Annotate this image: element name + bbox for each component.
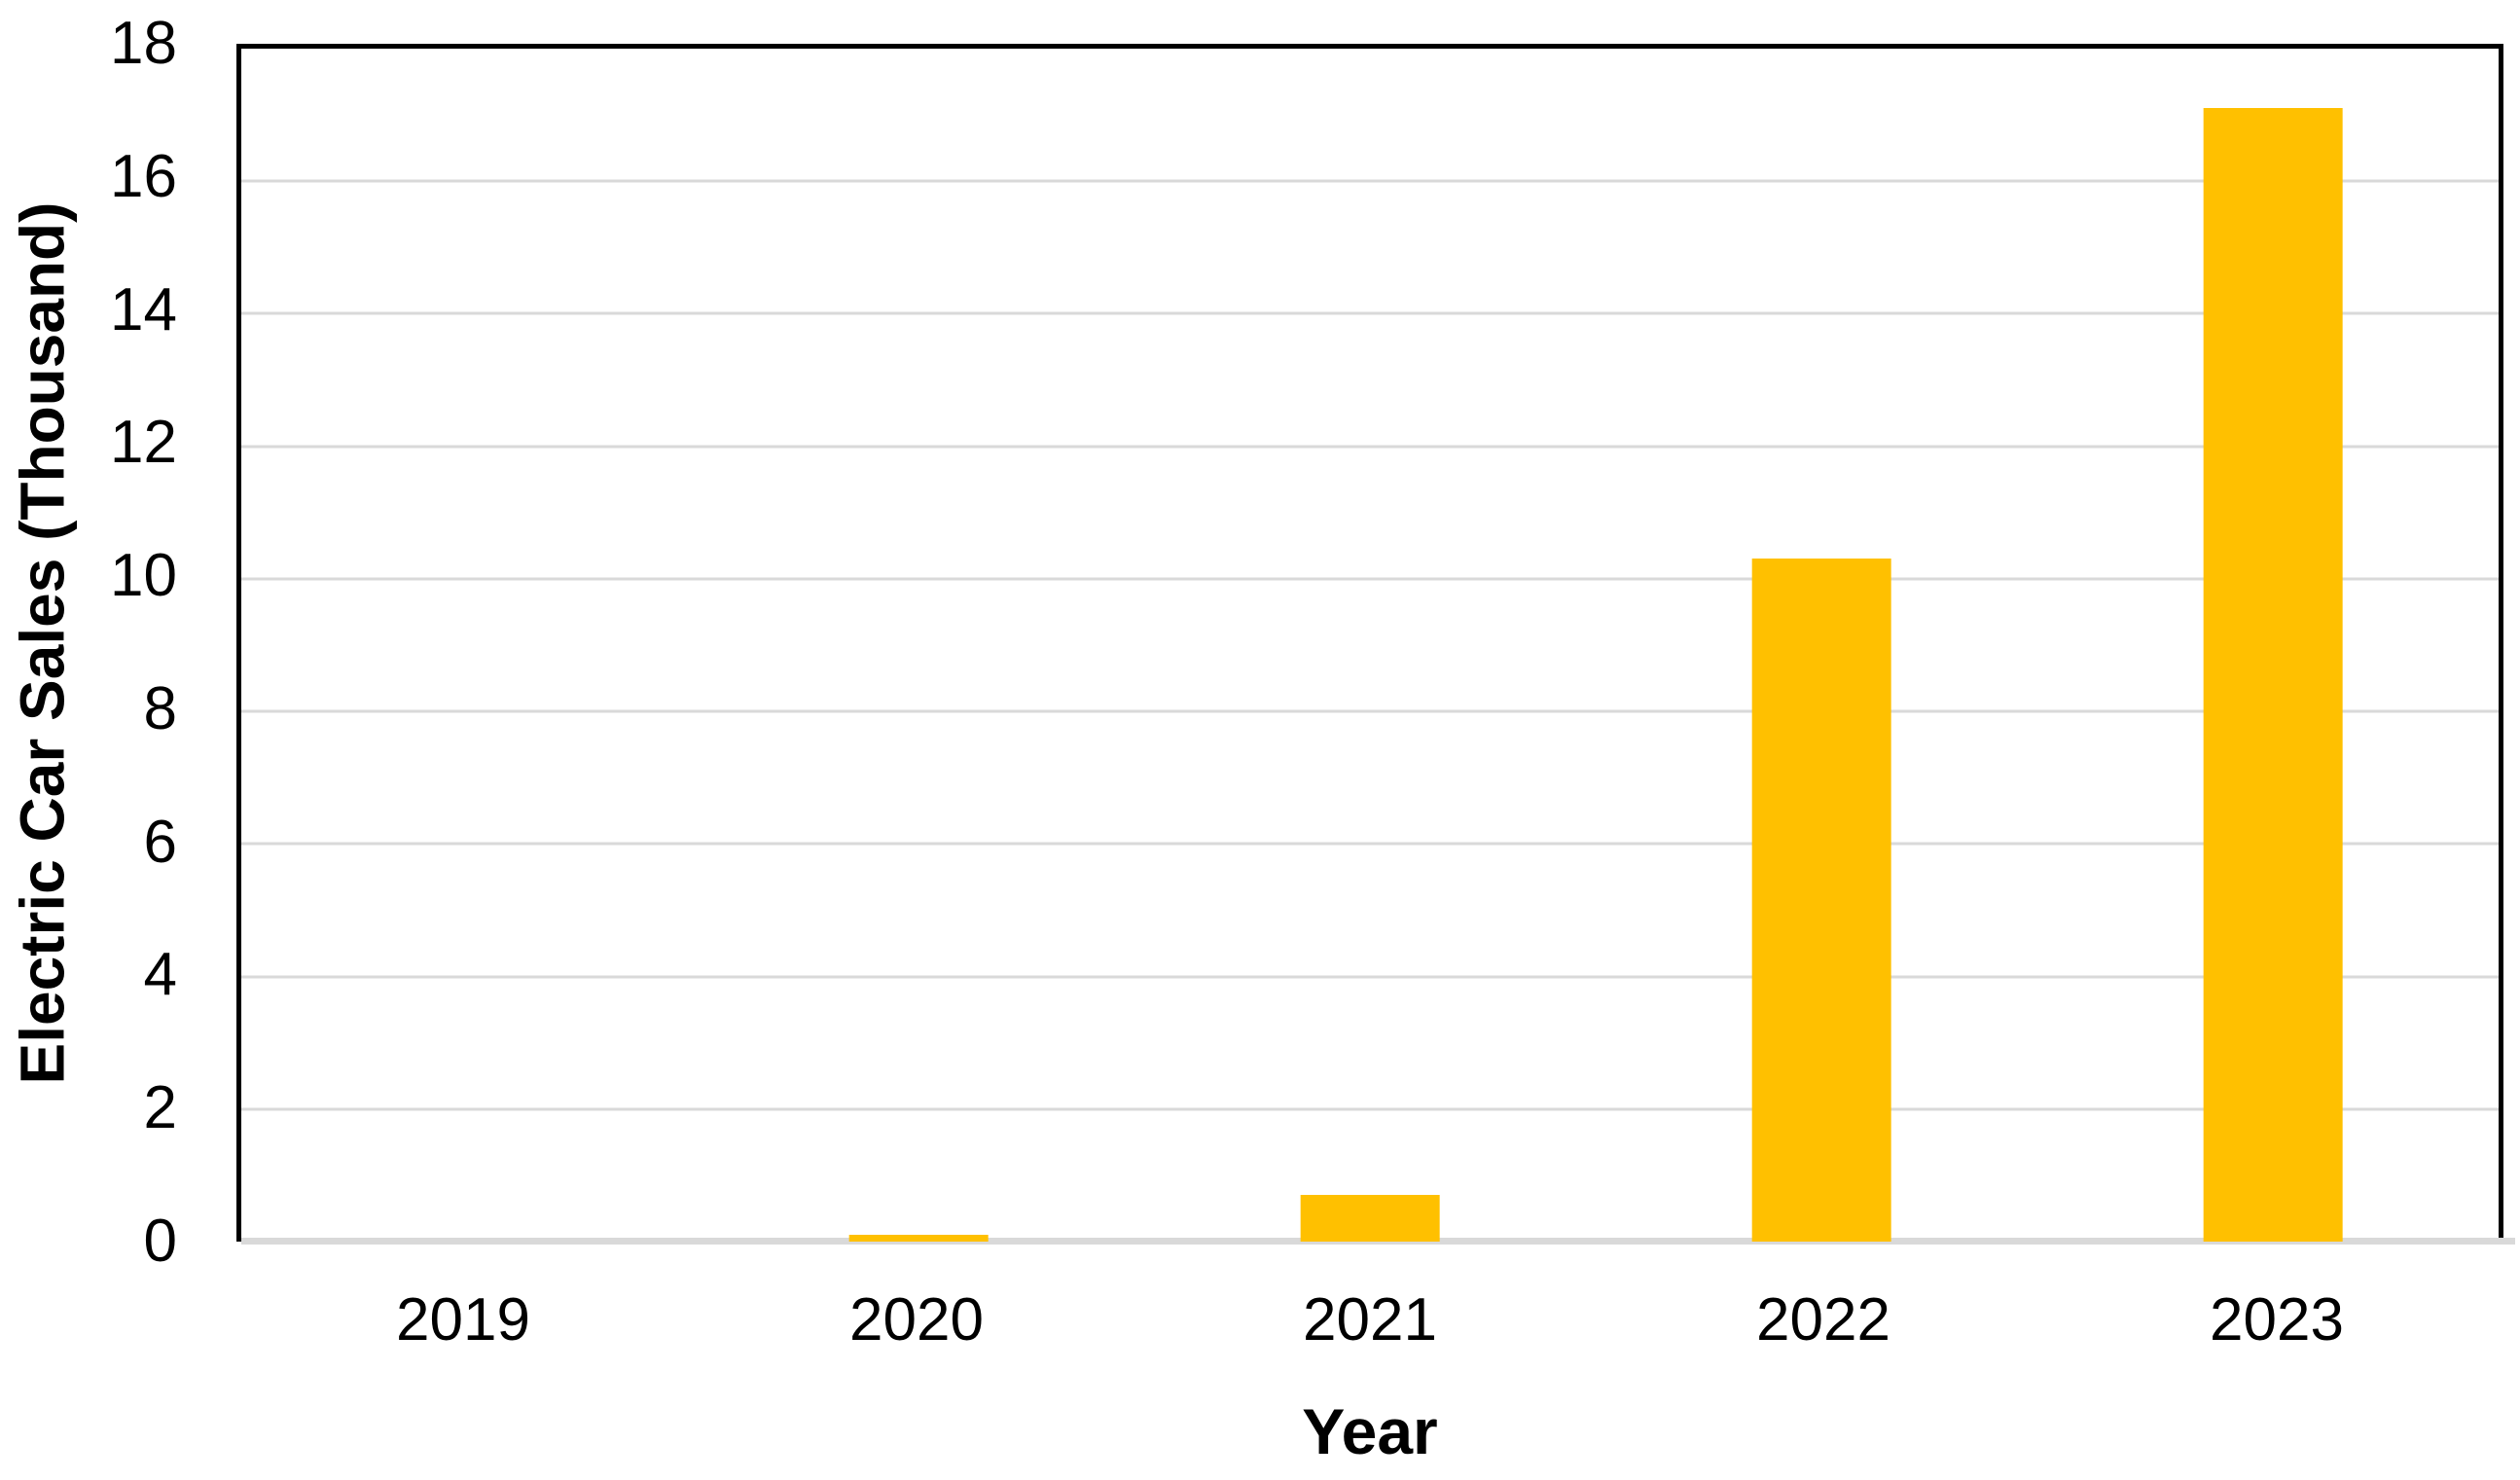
y-tick-label: 0 xyxy=(143,1208,177,1275)
gridline xyxy=(241,311,2499,315)
x-axis-title: Year xyxy=(1302,1395,1438,1467)
y-tick-label: 8 xyxy=(143,674,177,742)
x-tick-label: 2022 xyxy=(1756,1286,1890,1354)
gridline xyxy=(241,445,2499,449)
gridline xyxy=(241,577,2499,581)
x-tick-label: 2023 xyxy=(2210,1286,2344,1354)
y-tick-label: 16 xyxy=(110,142,177,210)
gridline xyxy=(241,179,2499,183)
bar-2022 xyxy=(1751,559,1891,1242)
x-tick-label: 2021 xyxy=(1303,1286,1437,1354)
y-tick-label: 12 xyxy=(110,409,177,477)
bar-2020 xyxy=(848,1235,989,1242)
y-tick-label: 18 xyxy=(110,10,177,77)
x-tick-label: 2019 xyxy=(396,1286,530,1354)
y-tick-label: 10 xyxy=(110,542,177,610)
plot-area xyxy=(236,44,2515,1245)
y-tick-label: 4 xyxy=(143,941,177,1009)
gridline xyxy=(241,709,2499,713)
y-tick-label: 2 xyxy=(143,1074,177,1142)
gridline xyxy=(241,842,2499,846)
bar-2021 xyxy=(1300,1195,1440,1242)
y-axis-tick-labels: 0 2 4 6 8 10 12 14 16 18 xyxy=(0,14,177,1272)
bar-2023 xyxy=(2203,108,2343,1242)
y-tick-label: 14 xyxy=(110,275,177,343)
x-tick-label: 2020 xyxy=(849,1286,984,1354)
gridline xyxy=(241,975,2499,979)
y-tick-label: 6 xyxy=(143,808,177,876)
bars xyxy=(241,49,2499,1242)
x-axis-tick-labels: 2019 2020 2021 2022 2023 xyxy=(236,1290,2503,1358)
gridline xyxy=(241,1107,2499,1111)
gridlines xyxy=(241,49,2499,1242)
